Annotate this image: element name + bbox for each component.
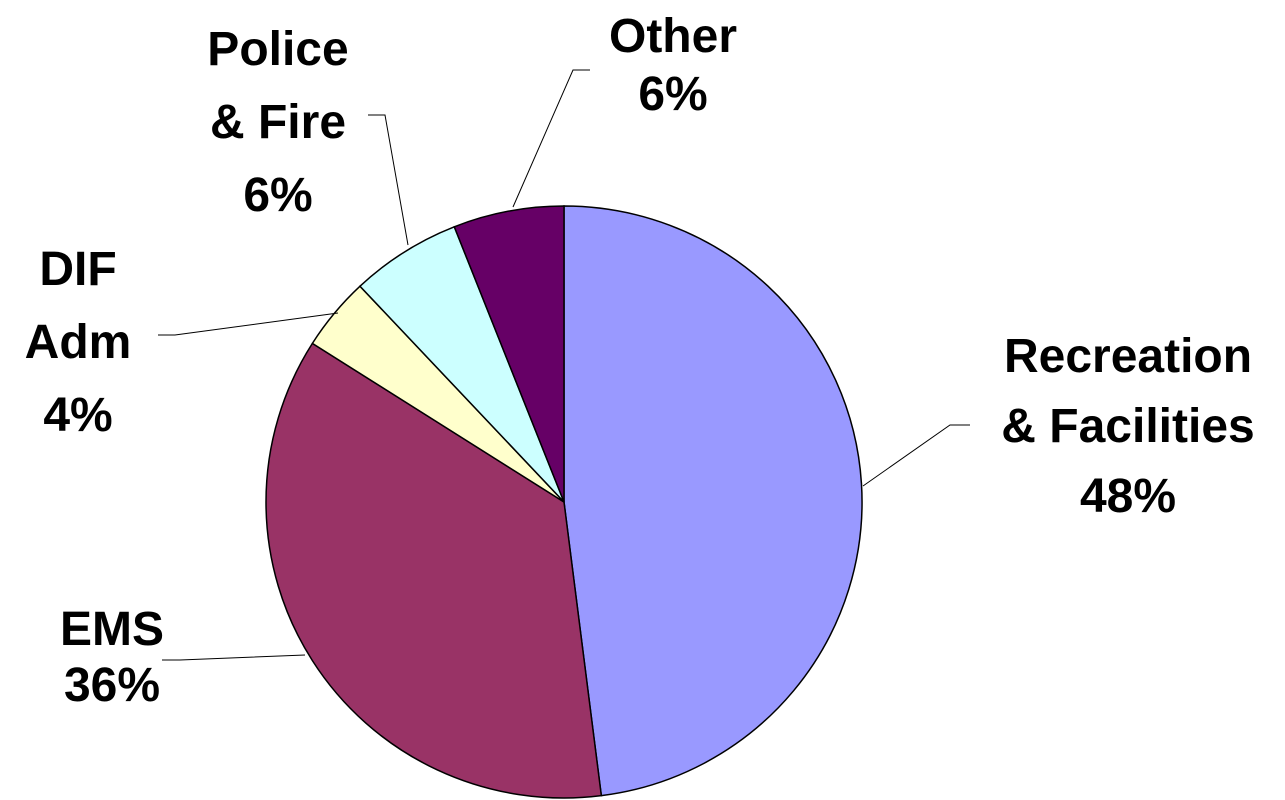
- slice-label-line: & Facilities: [1001, 400, 1254, 453]
- leader-lines: [158, 69, 970, 661]
- slice-label-line: Other: [609, 10, 737, 63]
- slice-label-line: EMS: [60, 603, 164, 656]
- slice-label-line: 6%: [638, 68, 707, 121]
- slice-label: Police & Fire 6%: [207, 23, 348, 222]
- slice-label-line: & Fire: [210, 96, 346, 149]
- pie-slice-other: [453, 205, 565, 503]
- slice-label: EMS 36%: [60, 603, 164, 712]
- slice-label: Recreation & Facilities 48%: [1001, 330, 1254, 523]
- slice-label-line: Adm: [25, 316, 132, 369]
- slice-labels: Recreation & Facilities 48% EMS 36% DIF Adm 4% P…: [25, 10, 1255, 712]
- pie-slice-ems: [265, 342, 603, 799]
- leader-line: [368, 114, 409, 246]
- slice-label-line: Police: [207, 23, 348, 76]
- leader-line: [158, 312, 339, 336]
- slice-label-line: 6%: [243, 169, 312, 222]
- leader-line: [162, 654, 306, 661]
- leader-line: [862, 424, 970, 487]
- slice-label-line: Recreation: [1004, 330, 1252, 383]
- slice-label: DIF Adm 4%: [25, 243, 132, 442]
- slice-label-line: 48%: [1080, 470, 1176, 523]
- pie-slices: [265, 205, 863, 799]
- slice-label-line: 4%: [43, 389, 112, 442]
- slice-label: Other 6%: [609, 10, 737, 121]
- leader-line: [512, 69, 590, 208]
- pie-slice-recreation-facilities: [563, 205, 863, 797]
- slice-label-line: DIF: [39, 243, 116, 296]
- slice-label-line: 36%: [64, 659, 160, 712]
